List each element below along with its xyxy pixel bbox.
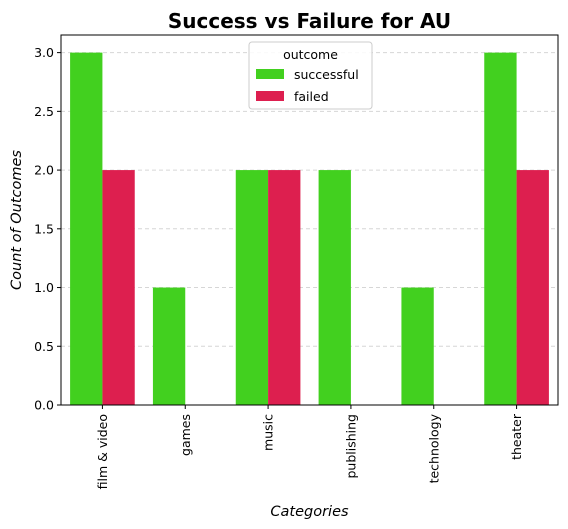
bars (70, 52, 549, 405)
bar-successful (152, 287, 186, 405)
bar-successful (235, 170, 269, 405)
bar-successful (401, 287, 434, 405)
legend-label-successful: successful (294, 67, 359, 82)
x-tick-label: technology (426, 413, 441, 483)
y-tick-label: 2.5 (34, 104, 54, 119)
bar-failed (516, 170, 549, 405)
bar-successful (484, 52, 517, 405)
x-tick-label: theater (509, 413, 524, 460)
y-axis-label: Count of Outcomes (9, 150, 25, 290)
y-tick-label: 1.5 (34, 221, 54, 236)
y-tick-label: 0.0 (34, 398, 54, 413)
bar-failed (268, 170, 301, 405)
y-tick-label: 2.0 (34, 163, 54, 178)
x-tick-label: film & video (95, 414, 110, 489)
chart-title: Success vs Failure for AU (168, 9, 451, 33)
plot-frame (60, 34, 559, 406)
y-axis: 0.0 0.5 1.0 1.5 2.0 2.5 3.0 (34, 45, 61, 413)
x-tick-label: music (261, 414, 276, 451)
x-axis-label: Categories (270, 504, 349, 520)
bar-failed (102, 170, 135, 405)
y-tick-label: 1.0 (34, 280, 54, 295)
x-tick-label: games (178, 414, 193, 456)
legend: outcome successful failed (248, 41, 373, 110)
y-tick-label: 3.0 (34, 45, 54, 60)
legend-label-failed: failed (294, 89, 329, 104)
x-axis: film & video games music publishing technolo… (95, 405, 524, 489)
legend-swatch-failed (256, 91, 284, 101)
legend-title: outcome (283, 47, 338, 62)
y-tick-label: 0.5 (34, 339, 54, 354)
bar-successful (318, 170, 351, 405)
legend-swatch-successful (256, 69, 284, 79)
x-tick-label: publishing (343, 414, 358, 479)
bar-successful (70, 52, 103, 405)
